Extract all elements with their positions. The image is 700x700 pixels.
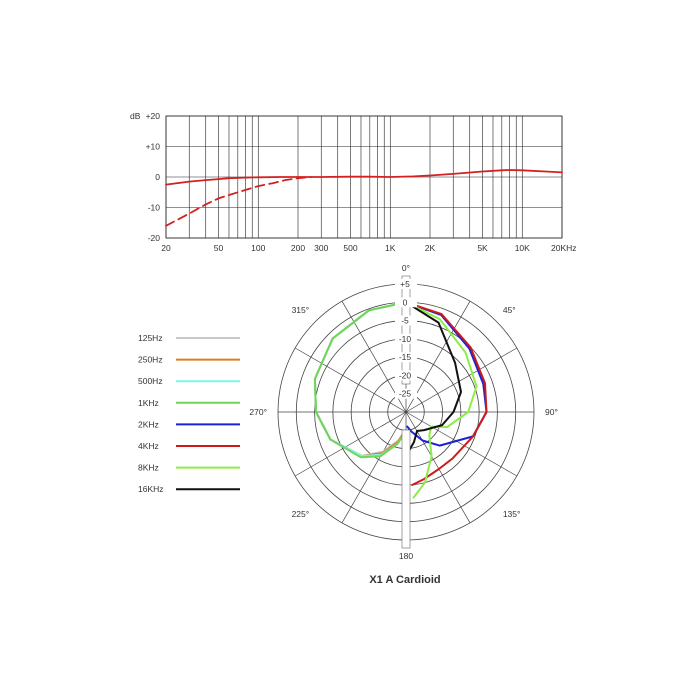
polar-angle-label: 90° <box>545 407 558 417</box>
freq-x-tick-label: 10K <box>515 243 530 253</box>
polar-r-label-bg <box>395 315 417 326</box>
polar-angle-label: 135° <box>503 509 521 519</box>
freq-plot-frame <box>165 115 563 239</box>
freq-series-solid <box>165 169 563 186</box>
polar-angle-label: 225° <box>292 509 310 519</box>
polar-r-tick-label: -5 <box>401 316 409 326</box>
freq-y-tick-label: +10 <box>146 142 161 152</box>
legend-label-4KHz: 4KHz <box>138 441 159 451</box>
polar-r-label-bg <box>395 370 417 381</box>
polar-r-label-bg <box>395 297 417 308</box>
polar-series-250Hz <box>313 301 407 457</box>
freq-x-tick-label: 20 <box>161 243 171 253</box>
legend-label-1KHz: 1KHz <box>138 398 159 408</box>
freq-y-tick-label: +20 <box>146 111 161 121</box>
frequency-response-chart: +20 +10 0 -10 -20 dB 20 50 100 200 300 500 1K 2K 5K 10K… <box>130 111 577 253</box>
freq-x-tick-label: 100 <box>251 243 265 253</box>
polar-series-2KHz <box>405 301 488 447</box>
polar-legend: 125Hz 250Hz 500Hz 1KHz 2KHz 4KHz 8KHz 16KHz <box>138 333 240 494</box>
freq-y-tick-label: 0 <box>155 172 160 182</box>
polar-r-tick-label: +5 <box>400 279 410 289</box>
freq-x-tick-label: 50 <box>214 243 224 253</box>
polar-angle-label: 0° <box>402 263 410 273</box>
freq-series-dashed <box>165 176 312 227</box>
polar-spoke <box>341 411 407 524</box>
freq-x-tick-label: 1K <box>385 243 396 253</box>
polar-chart-title: X1 A Cardioid <box>369 574 440 586</box>
polar-r-tick-label: -25 <box>399 389 412 399</box>
polar-angle-label: 270° <box>249 407 267 417</box>
polar-angle-label: 45° <box>503 305 516 315</box>
polar-series-16KHz <box>405 301 462 452</box>
legend-label-250Hz: 250Hz <box>138 355 163 365</box>
polar-r-tick-label: -10 <box>399 334 412 344</box>
polar-series-1KHz <box>313 301 407 459</box>
polar-spoke <box>405 411 518 477</box>
polar-r-label-bg <box>395 352 417 363</box>
legend-label-125Hz: 125Hz <box>138 333 163 343</box>
polar-series-500Hz <box>313 301 407 457</box>
freq-x-tick-label: 200 <box>291 243 305 253</box>
polar-r-tick-label: -20 <box>399 370 412 380</box>
polar-r-tick-label: 0 <box>403 297 408 307</box>
polar-scale-strip-bottom <box>401 429 411 549</box>
freq-y-tick-label: -20 <box>148 233 161 243</box>
polar-spoke <box>405 347 518 413</box>
freq-x-tick-label: 2K <box>425 243 436 253</box>
polar-spoke <box>294 411 407 477</box>
polar-series-4KHz <box>405 301 488 486</box>
freq-x-tick-label: 5K <box>477 243 488 253</box>
freq-x-tick-label: 20KHz <box>551 243 577 253</box>
legend-label-500Hz: 500Hz <box>138 376 163 386</box>
legend-label-2KHz: 2KHz <box>138 419 159 429</box>
legend-label-16KHz: 16KHz <box>138 484 164 494</box>
freq-y-unit-label: dB <box>130 111 141 121</box>
freq-y-tick-label: -10 <box>148 203 161 213</box>
polar-series-8KHz <box>405 301 478 499</box>
polar-spoke <box>294 347 407 413</box>
polar-series-125Hz <box>313 301 407 457</box>
legend-label-8KHz: 8KHz <box>138 463 159 473</box>
polar-r-tick-label: -15 <box>399 352 412 362</box>
freq-x-tick-label: 300 <box>314 243 328 253</box>
polar-r-label-bg <box>395 388 417 399</box>
polar-r-label-bg <box>395 333 417 344</box>
polar-angle-label: 315° <box>292 305 310 315</box>
polar-spoke <box>405 411 471 524</box>
freq-x-tick-label: 500 <box>343 243 357 253</box>
polar-r-label-bg <box>395 279 417 289</box>
polar-pattern-chart: +5 0 -5 -10 -15 -20 -25 0° 45° 90° 135° 180 225° 270°… <box>249 263 557 561</box>
polar-scale-strip-top <box>401 275 411 385</box>
polar-angle-label: 180 <box>399 551 413 561</box>
